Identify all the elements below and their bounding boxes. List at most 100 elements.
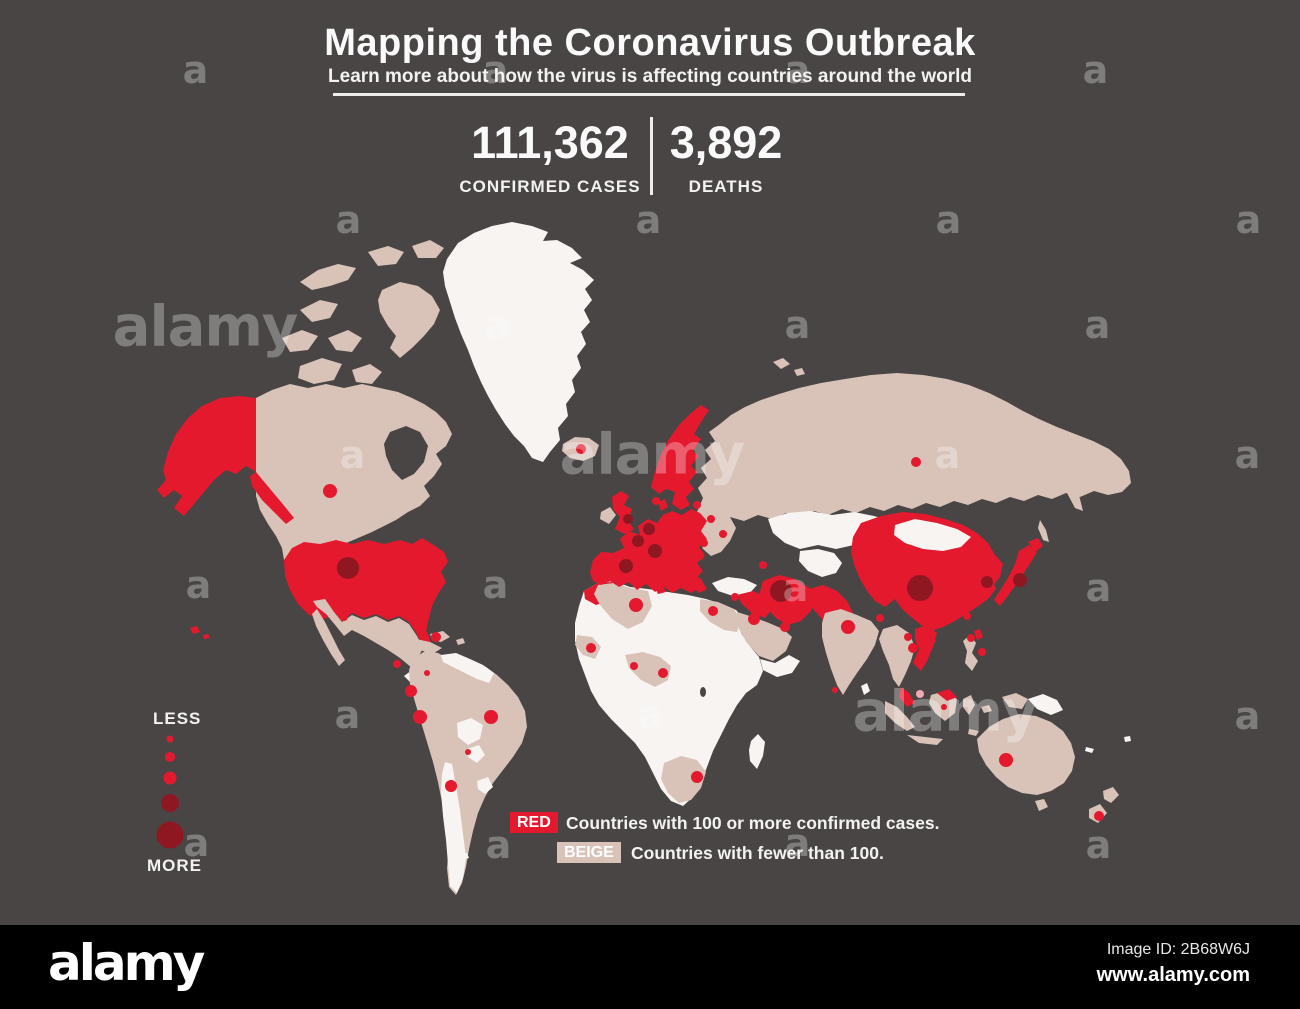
case-dot [619, 559, 633, 573]
case-dot [323, 484, 337, 498]
alamy-url: www.alamy.com [1096, 964, 1250, 986]
continent-south-america [409, 651, 527, 895]
case-dot [708, 606, 718, 616]
case-dot [981, 576, 993, 588]
alamy-watermark: a [784, 303, 811, 347]
case-dot [648, 544, 662, 558]
case-dot [696, 552, 704, 560]
alamy-watermark: a [935, 198, 962, 242]
case-dot [832, 687, 838, 693]
page-subtitle: Learn more about how the virus is affect… [328, 66, 972, 87]
header-divider-line [333, 93, 965, 96]
case-dot [941, 704, 947, 710]
alamy-watermark: a [339, 433, 366, 477]
alamy-watermark: alamy [852, 679, 1039, 745]
case-dot [629, 598, 643, 612]
case-dot [652, 497, 660, 505]
case-dot [623, 514, 633, 524]
alamy-watermark: a [1085, 566, 1112, 610]
size-legend-dot [156, 821, 184, 849]
alamy-watermark: a [1084, 303, 1111, 347]
alamy-watermark: a [182, 48, 209, 92]
alamy-watermark: a [784, 48, 811, 92]
case-dot [688, 578, 696, 586]
deaths-value: 3,892 [669, 117, 783, 168]
case-dot [731, 593, 739, 601]
alamy-watermark: a [183, 821, 210, 865]
case-dot [967, 634, 975, 642]
alamy-watermark: a [484, 303, 511, 347]
alamy-watermark: alamy [112, 294, 299, 360]
red-key-badge: RED [510, 812, 558, 833]
case-dot [465, 749, 471, 755]
case-dot [691, 771, 703, 783]
case-dot [643, 523, 655, 535]
alamy-watermark: alamy [559, 422, 746, 488]
alamy-watermark: a [1082, 48, 1109, 92]
page-title: Mapping the Coronavirus Outbreak [324, 22, 976, 64]
alamy-watermark: a [185, 563, 212, 607]
alamy-watermark: a [482, 563, 509, 607]
case-dot [908, 643, 918, 653]
case-dot [1094, 811, 1104, 821]
case-dot [586, 643, 596, 653]
case-dot [656, 484, 664, 492]
case-dot [759, 561, 767, 569]
case-dot [664, 557, 672, 565]
continent-oceania [977, 693, 1131, 823]
case-dot [999, 753, 1013, 767]
image-id-text: Image ID: 2B68W6J [1106, 941, 1250, 958]
case-dot [700, 539, 708, 547]
footer-bar [0, 925, 1300, 1009]
case-dot [424, 670, 430, 676]
alamy-watermark: a [784, 821, 811, 865]
confirmed-cases-value: 111,362 [471, 117, 629, 168]
size-legend-dot [166, 735, 174, 743]
case-dot [484, 710, 498, 724]
case-dot [876, 614, 884, 622]
case-dot [405, 685, 417, 697]
alamy-watermark: a [1085, 823, 1112, 867]
size-legend-less-label: LESS [153, 709, 202, 728]
case-dot [904, 633, 912, 641]
beige-key-badge: BEIGE [557, 842, 621, 863]
size-legend-more-label: MORE [147, 856, 202, 875]
case-dot [393, 660, 401, 668]
case-dot [413, 710, 427, 724]
case-dot [809, 590, 817, 598]
case-dot [719, 530, 727, 538]
case-dot [630, 662, 638, 670]
case-dot [337, 557, 359, 579]
continent-north-america [157, 222, 594, 720]
case-dot [748, 613, 760, 625]
alamy-watermark: a [934, 433, 961, 477]
alamy-watermark: a [1234, 433, 1261, 477]
confirmed-cases-label: CONFIRMED CASES [459, 177, 641, 196]
case-dot [632, 535, 644, 547]
case-dot [770, 580, 792, 602]
case-dot [916, 690, 924, 698]
red-key-text: Countries with 100 or more confirmed cas… [566, 813, 940, 833]
case-dot [963, 612, 971, 620]
case-dot [682, 549, 690, 557]
case-dot [780, 622, 790, 632]
case-dot [907, 575, 933, 601]
size-legend-dot [163, 771, 177, 785]
alamy-watermark: a [334, 693, 361, 737]
size-legend-dot [161, 794, 179, 812]
case-dot [911, 457, 921, 467]
alamy-watermark: a [1234, 694, 1261, 738]
beige-key-text: Countries with fewer than 100. [631, 843, 884, 863]
alamy-watermark: a [635, 198, 662, 242]
alamy-watermark: a [482, 48, 509, 92]
case-dot [841, 620, 855, 634]
alamy-watermark: a [335, 198, 362, 242]
size-legend-dot [165, 752, 175, 762]
case-dot [918, 651, 926, 659]
alamy-logo: alamy [48, 934, 205, 992]
case-dot [707, 515, 715, 523]
stats-divider [650, 117, 653, 195]
alamy-watermark: a [637, 693, 664, 737]
case-dot [431, 632, 441, 642]
